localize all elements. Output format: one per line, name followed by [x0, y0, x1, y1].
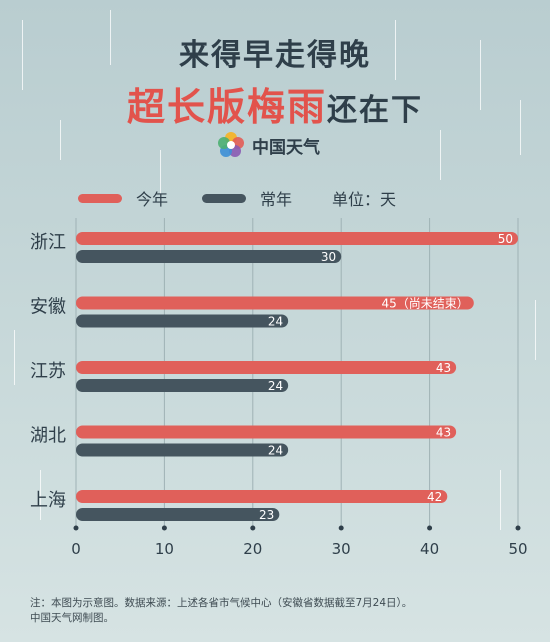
legend-label-this-year: 今年: [136, 190, 169, 209]
title-rest: 还在下: [327, 93, 423, 128]
x-tick-dot: [338, 525, 344, 531]
bar-normal-year: [76, 250, 342, 263]
x-tick-label: 50: [508, 540, 527, 558]
bar-value-label: 50: [498, 232, 513, 246]
category-label: 上海: [30, 490, 66, 511]
weather-logo-icon: [218, 132, 244, 157]
bar-normal-year: [76, 443, 289, 457]
bar-this-year: [76, 425, 457, 439]
bar-value-label: 45（尚未结束）: [382, 297, 469, 311]
footnote-line2: 中国天气网制图。: [30, 612, 114, 624]
bar-this-year: [76, 490, 448, 503]
x-tick-label: 0: [71, 540, 81, 558]
legend-label-normal-year: 常年: [260, 190, 293, 209]
legend-normal-year: 常年: [202, 186, 292, 210]
bar-this-year: [76, 232, 518, 245]
x-tick-dot: [515, 525, 521, 531]
bar-value-label: 43: [436, 426, 451, 440]
legend: 今年 常年 单位：天: [78, 186, 396, 210]
footnote: 注：本图为示意图。数据来源：上述各省市气候中心（安徽省数据截至7月24日）。 中…: [30, 596, 412, 626]
title-highlight: 超长版梅雨: [126, 85, 327, 129]
x-tick-dot: [73, 525, 79, 531]
bar-value-label: 23: [259, 508, 274, 522]
category-label: 安徽: [30, 297, 66, 318]
bar-value-label: 24: [268, 444, 283, 458]
x-tick-label: 40: [420, 540, 439, 558]
x-tick-label: 10: [155, 540, 174, 558]
bar-normal-year: [76, 314, 289, 328]
bar-normal-year: [76, 508, 280, 521]
bar-value-label: 24: [268, 315, 283, 329]
legend-this-year: 今年: [78, 186, 168, 210]
bar-value-label: 30: [321, 250, 336, 264]
category-label: 江苏: [30, 361, 66, 382]
title-line2: 超长版梅雨还在下: [0, 76, 550, 131]
category-label: 湖北: [30, 426, 66, 447]
x-tick-dot: [427, 525, 433, 531]
bar-value-label: 43: [436, 361, 451, 375]
legend-swatch-normal-year: [202, 193, 247, 203]
brand-name: 中国天气: [252, 137, 320, 158]
bar-value-label: 42: [427, 490, 442, 504]
legend-swatch-this-year: [78, 193, 122, 203]
bar-this-year: [76, 296, 474, 310]
bar-normal-year: [76, 379, 289, 392]
bar-value-label: 24: [268, 379, 283, 393]
footnote-line1: 注：本图为示意图。数据来源：上述各省市气候中心（安徽省数据截至7月24日）。: [30, 597, 413, 609]
x-tick-dot: [250, 525, 256, 531]
x-tick-dot: [161, 525, 167, 531]
brand-logo: 中国天气: [216, 130, 320, 160]
x-tick-label: 30: [332, 540, 351, 558]
title-line1: 来得早走得晚: [179, 38, 371, 73]
x-tick-label: 20: [243, 540, 262, 558]
bar-this-year: [76, 361, 457, 374]
category-label: 浙江: [30, 232, 66, 253]
legend-unit: 单位：天: [332, 190, 397, 209]
